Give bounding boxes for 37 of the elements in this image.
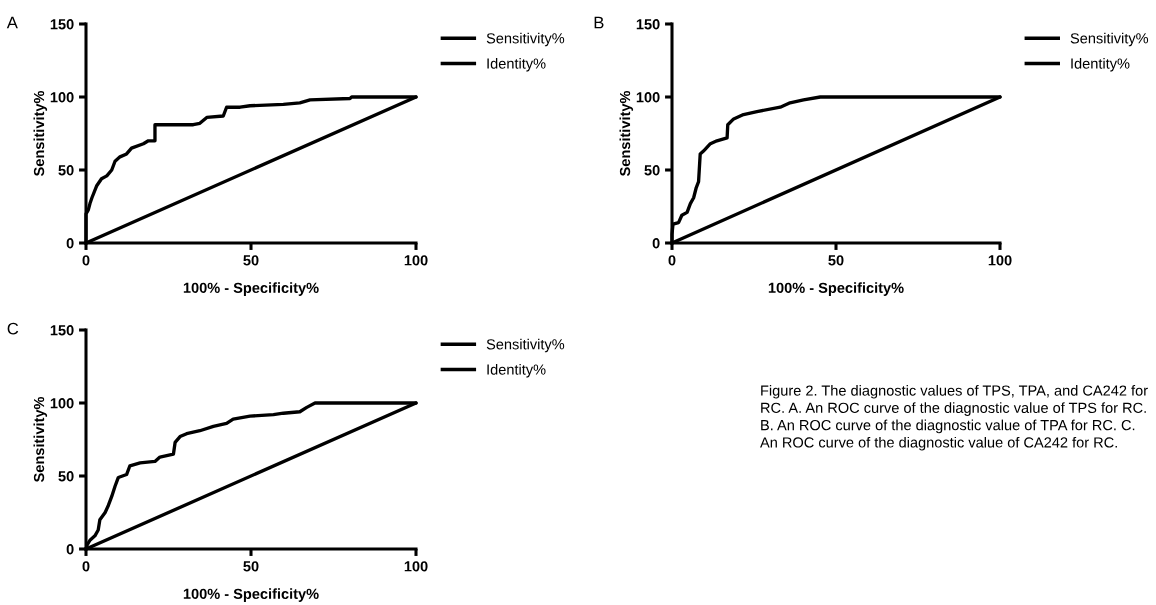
x-tick-label: 50 [828,255,844,266]
x-tick-label: 50 [243,561,259,572]
legend-label: Sensitivity% [486,338,565,353]
x-tick-label: 0 [668,255,676,266]
y-tick-label: 150 [50,19,74,30]
chart-title: B [594,16,604,29]
caption: Figure 2. The diagnostic values of TPS, TPA, and CA242 for RC. A. An ROC curve of the diagnostic value of TPS for RC. B. An ROC curve of the diagnostic value of TPA for RC. C. An ROC curve of the diagnostic value of CA242 for RC. [760,385,1148,451]
legend-label: Identity% [1071,58,1130,72]
y-tick-label: 50 [58,471,74,482]
x-axis-title: 100% - Specificity% [768,282,904,296]
chart-title: A [6,16,18,29]
y-tick-label: 100 [50,92,74,103]
y-axis-title: Sensitivity% [619,90,634,177]
legend-label: Sensitivity% [1070,32,1149,47]
y-tick-label: 150 [50,325,74,336]
y-axis-title: Sensitivity% [33,396,48,483]
y-tick-label: 50 [644,165,660,176]
x-tick-label: 50 [243,255,259,266]
legend-label: Sensitivity% [486,32,565,47]
x-axis-title: 100% - Specificity% [183,282,319,296]
x-tick-label: 0 [82,255,90,266]
y-tick-label: 0 [66,544,74,555]
y-tick-label: 100 [636,92,660,103]
chart-title: C [7,322,19,335]
x-tick-label: 100 [988,255,1012,266]
y-axis-title: Sensitivity% [33,90,48,177]
x-tick-label: 0 [82,561,90,572]
legend-label: Identity% [487,58,546,72]
x-tick-label: 100 [404,255,428,266]
y-tick-label: 0 [652,238,660,249]
x-tick-label: 100 [404,561,428,572]
y-tick-label: 0 [66,238,74,249]
y-tick-label: 150 [636,19,660,30]
x-axis-title: 100% - Specificity% [183,588,319,602]
y-tick-label: 100 [50,398,74,409]
legend-label: Identity% [487,364,546,378]
y-tick-label: 50 [58,165,74,176]
